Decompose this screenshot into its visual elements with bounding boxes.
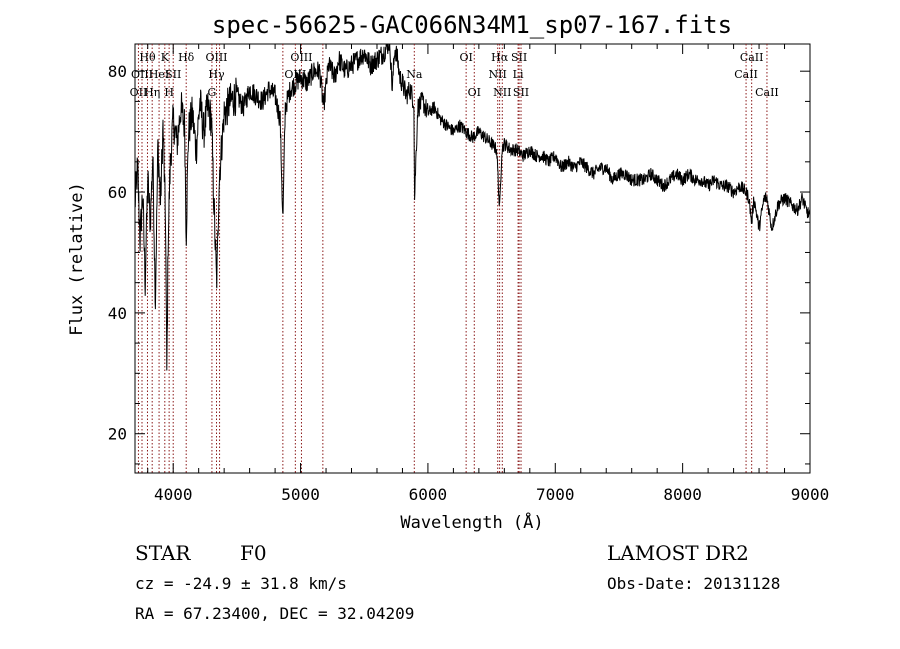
line-label: G	[208, 86, 217, 99]
line-label: Na	[406, 68, 423, 81]
line-label: SII	[513, 86, 529, 99]
line-label: CaII	[740, 51, 764, 64]
line-label: OI	[468, 86, 481, 99]
line-label: OIII	[290, 51, 312, 64]
x-tick-label: 4000	[154, 485, 193, 504]
y-axis-label: Flux (relative)	[67, 182, 87, 336]
redshift-velocity: cz = -24.9 ± 31.8 km/s	[135, 574, 347, 593]
plot-frame	[134, 43, 811, 474]
line-label: CaII	[734, 68, 758, 81]
x-tick-label: 5000	[281, 485, 320, 504]
line-label: Hδ	[178, 51, 195, 64]
chart-title: spec-56625-GAC066N34M1_sp07-167.fits	[212, 11, 732, 39]
x-tick-label: 9000	[791, 485, 830, 504]
line-label: Hγ	[208, 68, 225, 81]
object-class: STAR	[135, 541, 191, 565]
line-label: Hη	[144, 86, 160, 99]
coordinates: RA = 67.23400, DEC = 32.04209	[135, 604, 414, 623]
line-label: CaII	[755, 86, 779, 99]
line-label: NII	[493, 86, 511, 99]
line-label: OII	[130, 86, 148, 99]
x-axis-ticks: 4000 5000 6000 7000 8000 9000	[147, 44, 830, 504]
line-label: OIII	[284, 68, 306, 81]
y-tick-label: 40	[108, 304, 127, 323]
line-label: SII	[165, 68, 181, 81]
y-tick-label: 20	[108, 425, 127, 444]
line-label: K	[161, 51, 170, 64]
x-tick-label: 6000	[409, 485, 448, 504]
line-label: SII	[511, 51, 527, 64]
y-tick-label: 80	[108, 62, 127, 81]
line-label: Hθ	[139, 51, 156, 64]
observation-date: Obs-Date: 20131128	[607, 574, 780, 593]
line-label: Hα	[491, 51, 509, 64]
spectral-line-markers	[137, 44, 768, 473]
line-label: Li	[513, 68, 524, 81]
survey-name: LAMOST DR2	[607, 541, 749, 565]
x-tick-label: 8000	[663, 485, 702, 504]
line-label: OI	[459, 51, 472, 64]
spectrum-line	[134, 43, 811, 371]
line-label: HeI	[149, 68, 169, 81]
line-label: OIII	[205, 51, 227, 64]
x-tick-label: 7000	[536, 485, 575, 504]
line-label: H	[164, 86, 174, 99]
object-subclass: F0	[240, 541, 267, 565]
line-label: NII	[489, 68, 507, 81]
x-axis-label: Wavelength (Å)	[400, 511, 543, 533]
y-tick-label: 60	[108, 183, 127, 202]
y-axis-ticks: 20 40 60 80	[108, 62, 810, 465]
